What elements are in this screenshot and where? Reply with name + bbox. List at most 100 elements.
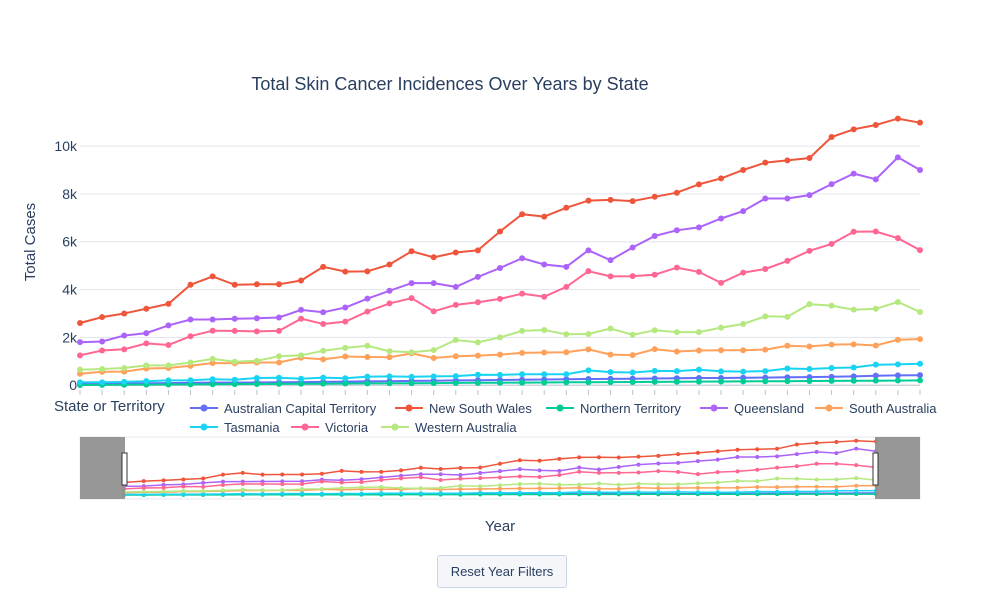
- data-point[interactable]: [585, 379, 592, 386]
- data-point[interactable]: [320, 347, 327, 354]
- reset-year-filters-button[interactable]: Reset Year Filters: [437, 555, 567, 588]
- data-point[interactable]: [850, 341, 857, 348]
- data-point[interactable]: [629, 378, 636, 385]
- data-point[interactable]: [651, 327, 658, 334]
- data-point[interactable]: [364, 295, 371, 302]
- data-point[interactable]: [165, 342, 172, 349]
- data-point[interactable]: [209, 381, 216, 388]
- data-point[interactable]: [629, 273, 636, 280]
- data-point[interactable]: [872, 361, 879, 368]
- data-point[interactable]: [143, 378, 150, 385]
- data-point[interactable]: [320, 309, 327, 316]
- data-point[interactable]: [430, 373, 437, 380]
- data-point[interactable]: [917, 360, 923, 367]
- data-point[interactable]: [121, 346, 128, 353]
- data-point[interactable]: [651, 346, 658, 353]
- data-point[interactable]: [673, 264, 680, 271]
- data-point[interactable]: [695, 181, 702, 188]
- data-point[interactable]: [894, 154, 901, 161]
- legend-item[interactable]: New South Wales: [395, 401, 532, 416]
- data-point[interactable]: [519, 349, 526, 356]
- data-point[interactable]: [474, 299, 481, 306]
- data-point[interactable]: [651, 233, 658, 239]
- data-point[interactable]: [917, 372, 923, 379]
- data-point[interactable]: [850, 126, 857, 133]
- data-point[interactable]: [519, 211, 526, 218]
- data-point[interactable]: [386, 373, 393, 380]
- data-point[interactable]: [253, 281, 260, 288]
- data-point[interactable]: [386, 287, 393, 294]
- data-point[interactable]: [828, 377, 835, 384]
- data-point[interactable]: [563, 371, 570, 378]
- data-point[interactable]: [99, 338, 106, 345]
- data-point[interactable]: [452, 337, 459, 344]
- data-point[interactable]: [629, 198, 636, 205]
- data-point[interactable]: [850, 364, 857, 371]
- data-point[interactable]: [253, 381, 260, 388]
- data-point[interactable]: [740, 368, 747, 375]
- data-point[interactable]: [541, 261, 548, 268]
- data-point[interactable]: [784, 257, 791, 264]
- data-point[interactable]: [806, 155, 813, 162]
- data-point[interactable]: [585, 197, 592, 204]
- data-point[interactable]: [828, 341, 835, 348]
- data-point[interactable]: [143, 362, 150, 369]
- data-point[interactable]: [452, 373, 459, 380]
- data-point[interactable]: [872, 228, 879, 235]
- data-point[interactable]: [762, 266, 769, 272]
- data-point[interactable]: [275, 314, 282, 321]
- data-point[interactable]: [497, 295, 503, 302]
- data-point[interactable]: [784, 157, 791, 164]
- data-point[interactable]: [386, 300, 393, 307]
- data-point[interactable]: [917, 309, 923, 316]
- data-point[interactable]: [784, 313, 791, 320]
- data-point[interactable]: [298, 352, 305, 359]
- data-point[interactable]: [209, 273, 216, 280]
- data-point[interactable]: [784, 195, 791, 202]
- data-point[interactable]: [320, 380, 327, 387]
- data-point[interactable]: [872, 122, 879, 129]
- data-point[interactable]: [607, 369, 614, 376]
- data-point[interactable]: [143, 330, 150, 337]
- data-point[interactable]: [231, 281, 238, 288]
- data-point[interactable]: [474, 247, 481, 254]
- data-point[interactable]: [872, 342, 879, 349]
- data-point[interactable]: [541, 371, 548, 378]
- data-point[interactable]: [121, 365, 128, 371]
- data-point[interactable]: [629, 369, 636, 376]
- data-point[interactable]: [917, 119, 923, 126]
- data-point[interactable]: [342, 375, 349, 382]
- range-slider[interactable]: [79, 436, 921, 500]
- data-point[interactable]: [673, 368, 680, 375]
- data-point[interactable]: [342, 304, 349, 311]
- data-point[interactable]: [629, 352, 636, 359]
- data-point[interactable]: [850, 170, 857, 177]
- data-point[interactable]: [718, 175, 725, 182]
- data-point[interactable]: [364, 268, 371, 275]
- data-point[interactable]: [541, 213, 548, 220]
- data-point[interactable]: [231, 358, 238, 365]
- data-point[interactable]: [364, 308, 371, 315]
- data-point[interactable]: [364, 354, 371, 360]
- data-point[interactable]: [607, 273, 614, 280]
- data-point[interactable]: [784, 342, 791, 349]
- data-point[interactable]: [806, 343, 813, 350]
- data-point[interactable]: [762, 368, 769, 375]
- data-point[interactable]: [386, 354, 393, 361]
- data-point[interactable]: [209, 316, 216, 323]
- data-point[interactable]: [408, 248, 415, 255]
- data-point[interactable]: [474, 273, 481, 280]
- data-point[interactable]: [607, 351, 614, 358]
- data-point[interactable]: [430, 347, 437, 354]
- data-point[interactable]: [762, 378, 769, 385]
- data-point[interactable]: [452, 301, 459, 308]
- data-point[interactable]: [718, 324, 725, 331]
- data-point[interactable]: [77, 366, 83, 373]
- data-point[interactable]: [894, 361, 901, 368]
- data-point[interactable]: [563, 204, 570, 211]
- data-point[interactable]: [519, 327, 526, 334]
- data-point[interactable]: [651, 378, 658, 385]
- data-point[interactable]: [718, 279, 725, 286]
- data-point[interactable]: [497, 379, 503, 386]
- data-point[interactable]: [850, 306, 857, 313]
